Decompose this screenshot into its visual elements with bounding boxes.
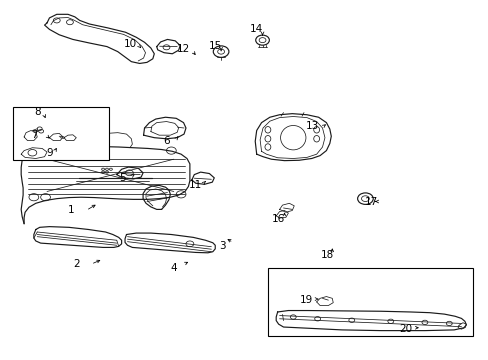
Text: 15: 15: [208, 41, 222, 50]
Text: 17: 17: [364, 197, 377, 207]
Text: 2: 2: [73, 259, 80, 269]
Text: 14: 14: [249, 24, 263, 35]
Text: 6: 6: [163, 136, 169, 145]
Text: 20: 20: [398, 324, 411, 334]
Text: 3: 3: [219, 241, 225, 251]
Text: 11: 11: [189, 180, 202, 190]
Text: 19: 19: [300, 295, 313, 305]
Bar: [13, 107, 109, 160]
Text: 1: 1: [68, 206, 75, 216]
Text: 10: 10: [123, 39, 136, 49]
Text: 5: 5: [119, 173, 125, 183]
Text: 4: 4: [170, 263, 177, 273]
Text: 8: 8: [34, 107, 41, 117]
Text: 16: 16: [271, 215, 285, 224]
Bar: [267, 268, 472, 336]
Text: 7: 7: [31, 130, 38, 140]
Text: 9: 9: [46, 148, 53, 158]
Text: 18: 18: [320, 250, 333, 260]
Text: 13: 13: [305, 121, 319, 131]
Text: 12: 12: [177, 44, 190, 54]
